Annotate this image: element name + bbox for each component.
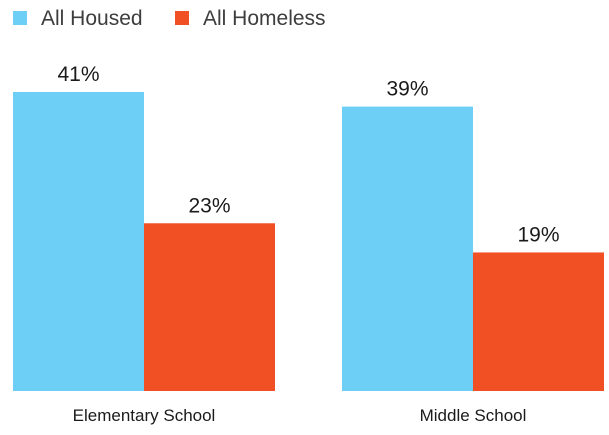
value-label-all-housed-middle-school: 39% — [386, 78, 428, 101]
legend-label-all-homeless: All Homeless — [203, 7, 326, 30]
legend: All Housed All Homeless — [13, 7, 326, 30]
legend-swatch-all-housed — [13, 11, 27, 25]
value-labels: 41% 23% 39% 19% — [57, 63, 559, 246]
category-label-middle-school: Middle School — [420, 406, 527, 425]
legend-label-all-housed: All Housed — [41, 7, 143, 30]
legend-item-all-housed: All Housed — [13, 7, 143, 30]
legend-item-all-homeless: All Homeless — [175, 7, 326, 30]
bars — [13, 92, 604, 392]
bar-all-homeless-middle-school — [473, 252, 604, 391]
category-label-elementary-school: Elementary School — [73, 406, 216, 425]
x-axis: Elementary School Middle School — [73, 406, 527, 425]
value-label-all-homeless-middle-school: 19% — [517, 223, 559, 246]
legend-swatch-all-homeless — [175, 11, 189, 25]
bar-all-housed-middle-school — [342, 106, 473, 392]
value-label-all-housed-elementary-school: 41% — [57, 63, 99, 86]
value-label-all-homeless-elementary-school: 23% — [188, 194, 230, 217]
bar-all-housed-elementary-school — [13, 92, 144, 391]
bar-all-homeless-elementary-school — [144, 223, 275, 391]
